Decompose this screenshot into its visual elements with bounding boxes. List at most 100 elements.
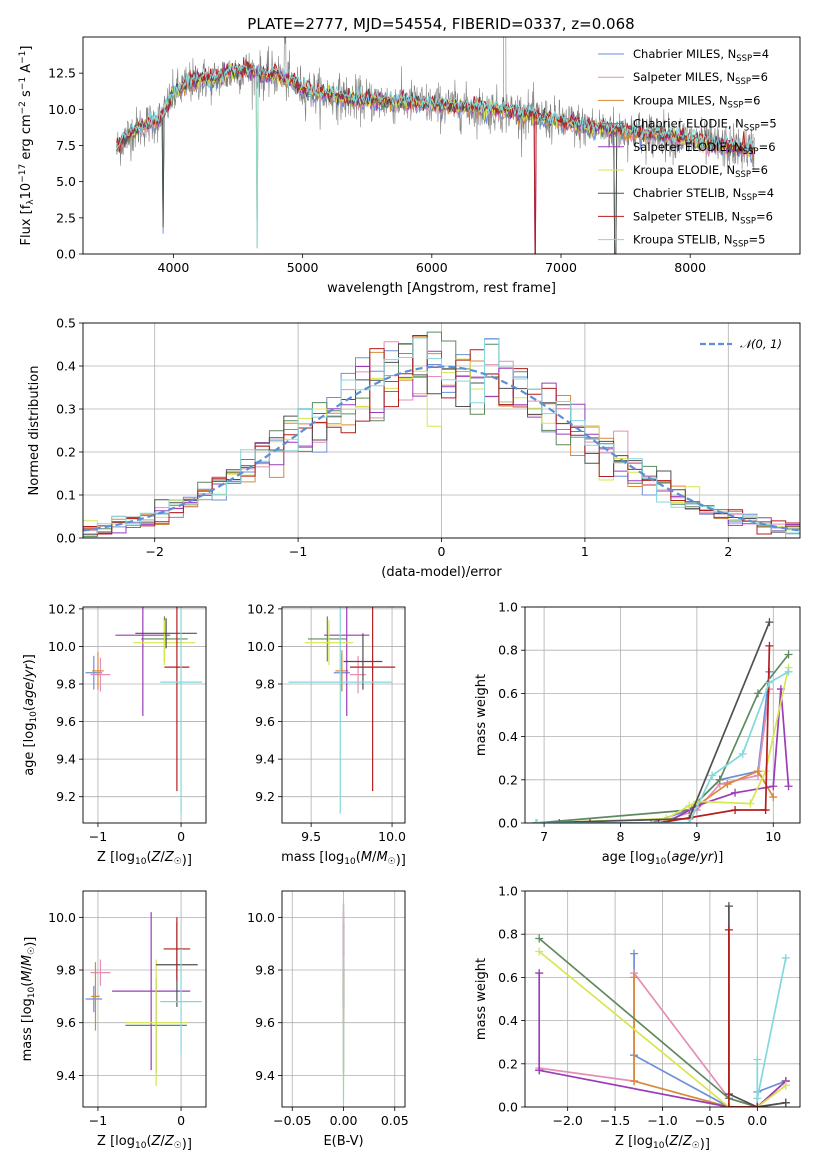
mass-weight-marker	[555, 819, 564, 823]
x-tick-label: −2.0	[552, 1113, 582, 1128]
x-tick-label: −1	[89, 829, 107, 844]
mass-weight-marker	[769, 793, 778, 802]
legend-label-suffix: =4	[757, 186, 774, 200]
label-part: −1	[18, 51, 28, 64]
legend-label-main: Kroupa MILES, N	[633, 93, 728, 107]
axes-frame	[82, 322, 801, 539]
y-tick-label: 9.8	[56, 677, 76, 692]
mass-weight-marker	[585, 819, 594, 823]
axes-frame	[281, 606, 406, 824]
legend-label: Salpeter ELODIE, NSSP=6	[633, 140, 776, 157]
x-axis-label: Z [log10(Z/Z☉)]	[97, 850, 192, 868]
label-part: age [log	[602, 850, 655, 865]
x-axis-label: Z [log10(Z/Z☉)]	[615, 1134, 710, 1152]
label-part: −1	[18, 77, 28, 90]
y-tick-label: 0.1	[56, 488, 76, 503]
model-spectrum-line	[116, 63, 755, 248]
label-part: (	[20, 982, 35, 987]
x-tick-label: −1	[89, 1113, 107, 1128]
label-part: (	[22, 706, 37, 711]
x-tick-label: 0	[177, 1113, 185, 1128]
mass-weight-line	[756, 957, 787, 1099]
y-tick-label: 9.6	[56, 1015, 76, 1030]
label-part: erg cm	[19, 114, 34, 163]
y-tick-label: 9.8	[255, 677, 275, 692]
mass-weight-marker	[746, 799, 755, 808]
x-tick-label: 9	[693, 829, 701, 844]
x-tick-label: 8000	[674, 260, 706, 275]
y-axis-label: mass [log10(M/M☉)]	[20, 937, 38, 1062]
y-tick-label: 1.0	[498, 600, 518, 615]
x-axis-label: Z [log10(Z/Z☉)]	[97, 1134, 192, 1152]
y-axis-label: Flux [fλ10−17 erg cm−2 s−1 A−1]	[18, 46, 36, 246]
y-tick-label: 0.0	[498, 1100, 518, 1115]
mass-weight-marker	[784, 782, 793, 791]
mass-weight-marker	[781, 1098, 790, 1107]
mass-weight-marker	[761, 806, 770, 815]
x-tick-label: 2	[724, 544, 732, 559]
x-axis-label: mass [log10(M/M☉)]	[281, 850, 406, 868]
axes-frame	[82, 606, 207, 824]
legend-label-main: Salpeter MILES, N	[633, 70, 735, 84]
mass-weight-marker	[765, 678, 774, 687]
x-tick-label: −1	[289, 544, 307, 559]
legend-label-main: Chabrier STELIB, N	[633, 186, 741, 200]
label-part: (	[146, 850, 151, 865]
x-tick-label: 1	[581, 544, 589, 559]
y-tick-label: 9.6	[255, 714, 275, 729]
y-tick-label: 2.5	[56, 210, 76, 225]
y-tick-label: 0.2	[498, 1056, 518, 1071]
mass-weight-marker	[723, 780, 732, 789]
legend-label: Chabrier STELIB, NSSP=4	[633, 186, 774, 203]
legend-label: Salpeter STELIB, NSSP=6	[633, 209, 773, 226]
label-part: (	[666, 850, 671, 865]
y-tick-label: 0.2	[56, 445, 76, 460]
legend-label-sub: SSP	[735, 77, 751, 87]
label-part: ]	[19, 46, 34, 51]
mass-weight-marker	[784, 650, 793, 659]
x-tick-label: −2	[145, 544, 163, 559]
plot-area-mass_vs_Z	[85, 912, 202, 1086]
mass-weight-marker	[781, 953, 790, 962]
y-tick-label: 5.0	[56, 174, 76, 189]
x-tick-label: 0.05	[381, 1113, 409, 1128]
mass-weight-marker	[708, 771, 717, 780]
panel-massweight_vs_Z: −2.0 −1.5 −1.0 −0.5 0.0 0.0 0.2 0.4 0.6 0.8 1.0 Z […	[474, 884, 801, 1152]
label-part: /	[22, 677, 37, 682]
axes-frame	[82, 36, 801, 255]
x-tick-label: −0.05	[273, 1113, 311, 1128]
legend-label-main: Kroupa ELODIE, N	[633, 163, 735, 177]
legend-label-suffix: =6	[751, 163, 768, 177]
label-part: Z	[682, 1134, 693, 1149]
mass-weight-marker	[738, 749, 747, 758]
mass-weight-marker	[535, 947, 544, 956]
mass-weight-marker	[753, 1094, 762, 1103]
mass-weight-marker	[769, 782, 778, 791]
mass-weight-line	[728, 929, 758, 1107]
mass-weight-marker	[753, 767, 762, 776]
label-part: ☉	[692, 1141, 700, 1151]
mass-weight-line	[536, 671, 789, 823]
y-tick-label: 9.2	[255, 789, 275, 804]
label-part: ☉	[27, 947, 37, 955]
label-part: /	[160, 850, 165, 865]
mass-weight-marker	[753, 1055, 762, 1064]
model-spectrum-line	[116, 57, 755, 254]
x-tick-label: −1.5	[600, 1113, 630, 1128]
legend-label-sub: SSP	[736, 54, 752, 64]
label-part: /	[696, 850, 701, 865]
legend-label-main: Chabrier ELODIE, N	[633, 117, 744, 131]
label-part: Z	[151, 1134, 162, 1149]
y-tick-label: 9.6	[255, 1015, 275, 1030]
mass-weight-marker	[654, 819, 663, 823]
label-part: )]	[182, 1137, 192, 1152]
y-tick-label: 0.4	[498, 729, 518, 744]
y-tick-label: 10.0	[247, 910, 275, 925]
label-part: /	[678, 1134, 683, 1149]
legend-label-main: Kroupa STELIB, N	[633, 233, 733, 247]
legend-label-main: Chabrier MILES, N	[633, 47, 736, 61]
x-tick-label: 5000	[287, 260, 319, 275]
label-part: (	[146, 1134, 151, 1149]
